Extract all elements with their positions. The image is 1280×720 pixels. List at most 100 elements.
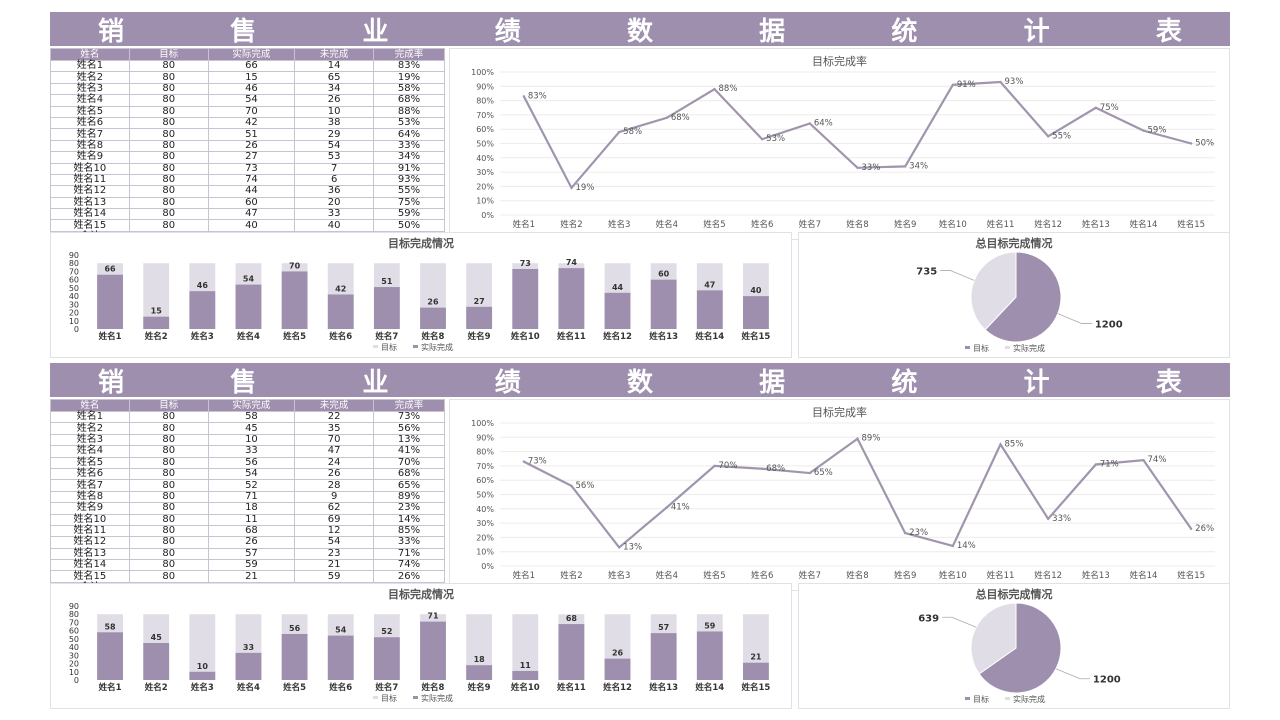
data-label: 26	[427, 298, 439, 307]
actual-bar	[743, 296, 769, 329]
y-tick-label: 60	[69, 627, 79, 636]
table-cell: 姓名9	[50, 151, 130, 164]
pie-chart-title: 总目标完成情况	[975, 588, 1053, 601]
table-cell: 56%	[373, 422, 445, 435]
data-label: 70	[289, 261, 301, 270]
data-label: 54	[335, 626, 347, 635]
legend-swatch-target	[373, 696, 378, 699]
table-cell: 26	[294, 467, 375, 481]
table-row: 姓名7 80 51 29 64%	[50, 128, 445, 141]
data-label: 85%	[1005, 439, 1024, 449]
actual-bar	[281, 633, 308, 680]
table-cell: 51	[207, 128, 296, 141]
data-label: 47	[704, 280, 715, 289]
data-label: 26%	[1195, 524, 1214, 534]
actual-bar	[235, 652, 262, 680]
table-cell: 27	[207, 151, 296, 164]
actual-bar	[281, 271, 308, 329]
data-label: 65%	[814, 468, 833, 478]
table-cell: 姓名6	[50, 116, 130, 130]
table-cell: 姓名1	[50, 59, 130, 73]
data-label: 33%	[862, 163, 881, 173]
x-tick-label: 姓名4	[656, 570, 678, 581]
x-tick-label: 姓名1	[513, 219, 535, 230]
table-cell: 83%	[373, 59, 445, 73]
data-label: 1200	[1095, 320, 1123, 331]
data-label: 33	[243, 643, 254, 652]
column-header: 完成率	[373, 48, 445, 61]
x-tick-label: 姓名1	[98, 331, 122, 342]
legend-swatch-target	[373, 345, 378, 348]
table-cell: 姓名4	[50, 94, 130, 107]
completion-rate-line-chart: 0%10%20%30%40%50%60%70%80%90%100%83%姓名11…	[471, 68, 1215, 230]
table-cell: 57	[207, 547, 296, 561]
table-cell: 74%	[373, 559, 445, 572]
total-completion-pie-chart: 1200 735 目标 实际完成	[916, 251, 1123, 353]
table-cell: 10	[294, 105, 375, 118]
data-point	[617, 546, 621, 549]
title-bar: 销 售 业 绩 数 据 统 计 表	[50, 12, 1230, 47]
data-label: 33%	[1052, 514, 1071, 524]
data-point	[903, 531, 907, 535]
title-char: 统	[891, 16, 918, 47]
table-cell: 34	[294, 82, 375, 96]
table-cell: 姓名12	[50, 185, 130, 198]
y-tick-label: 20%	[476, 182, 494, 191]
data-label: 71	[427, 612, 439, 621]
table-cell: 66	[207, 59, 296, 73]
table-row: 姓名11 80 68 12 85%	[50, 524, 445, 538]
actual-bar	[650, 633, 677, 680]
x-tick-label: 姓名3	[190, 331, 214, 342]
table-cell: 69	[294, 513, 375, 526]
column-header: 目标	[128, 399, 209, 412]
table-cell: 71%	[373, 547, 445, 561]
table-cell: 11	[207, 513, 296, 526]
table-cell: 姓名7	[50, 479, 130, 492]
table-cell: 44	[207, 185, 296, 198]
table-cell: 80	[128, 173, 209, 187]
data-label: 27	[474, 297, 485, 306]
legend-label-target: 目标	[381, 342, 397, 352]
dashboard-section-1: 销 售 业 绩 数 据 统 计 表 姓名 目标 实际完成 未完成 完成率 姓名1 80 66 1…	[50, 12, 1230, 358]
table-cell: 60	[207, 196, 296, 210]
x-tick-label: 姓名12	[1034, 219, 1062, 230]
table-cell: 姓名15	[50, 570, 130, 583]
table-cell: 54	[294, 536, 375, 549]
table-cell: 73%	[373, 410, 445, 424]
bar-chart-title: 目标完成情况	[388, 237, 454, 250]
y-tick-label: 70	[69, 618, 79, 627]
y-tick-label: 90	[69, 251, 79, 260]
y-tick-label: 90%	[476, 433, 494, 442]
x-tick-label: 姓名2	[560, 570, 582, 581]
x-tick-label: 姓名11	[987, 219, 1015, 230]
table-row: 姓名6 80 54 26 68%	[50, 467, 445, 481]
actual-bar	[512, 268, 539, 329]
table-cell: 姓名9	[50, 502, 130, 515]
table-cell: 80	[128, 208, 209, 221]
table-row: 姓名4 80 33 47 41%	[50, 445, 445, 458]
table-row: 姓名11 80 74 6 93%	[50, 173, 445, 187]
y-tick-label: 20	[69, 309, 79, 318]
x-tick-label: 姓名2	[560, 219, 582, 230]
actual-bar	[743, 662, 769, 680]
table-row: 姓名8 80 26 54 33%	[50, 139, 445, 153]
table-cell: 80	[128, 139, 209, 153]
data-label: 73%	[528, 457, 547, 467]
table-cell: 80	[128, 490, 209, 504]
pie-chart-panel: 总目标完成情况 1200 639 目标 实际完成	[798, 583, 1230, 709]
data-point	[856, 437, 859, 440]
data-label: 21	[750, 653, 762, 662]
x-tick-label: 姓名13	[1082, 570, 1110, 581]
table-cell: 姓名2	[50, 422, 130, 435]
table-cell: 21	[207, 570, 296, 583]
table-row: 姓名10 80 73 7 91%	[50, 162, 445, 175]
target-bar	[512, 614, 539, 680]
y-tick-label: 80%	[476, 448, 494, 457]
pie-slice	[984, 251, 1062, 343]
table-cell: 59%	[373, 208, 445, 221]
x-tick-label: 姓名15	[741, 682, 771, 693]
y-tick-label: 10	[69, 668, 79, 677]
y-tick-label: 30%	[476, 519, 494, 528]
data-label: 44	[612, 283, 624, 292]
table-cell: 80	[128, 547, 209, 561]
